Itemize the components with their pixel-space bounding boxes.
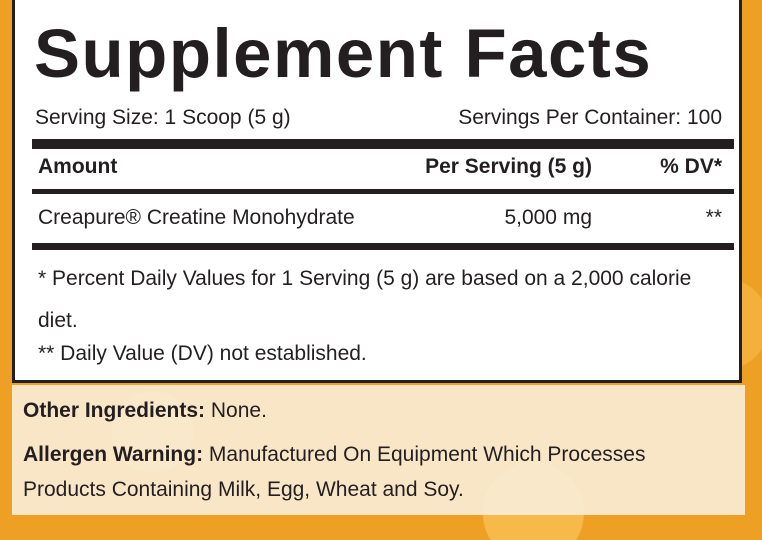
ingredients-panel: Other Ingredients: None. Allergen Warnin…	[12, 385, 745, 515]
allergen-label: Allergen Warning:	[23, 443, 204, 466]
allergen-text: Manufactured On Equipment Which Processe…	[23, 443, 646, 501]
header-amount: Amount	[38, 155, 118, 178]
divider	[32, 243, 734, 250]
header-dv: % DV*	[660, 155, 722, 178]
footnote: * Percent Daily Values for 1 Serving (5 …	[38, 267, 692, 332]
other-ingredients-text: None.	[210, 399, 267, 422]
allergen-warning: Allergen Warning: Manufactured On Equipm…	[23, 437, 713, 507]
facts-panel: Supplement Facts Serving Size: 1 Scoop (…	[12, 0, 742, 383]
ingredient-dv: **	[705, 206, 722, 229]
servings-per-container: Servings Per Container: 100	[458, 106, 722, 129]
title: Supplement Facts	[34, 15, 653, 92]
divider	[32, 139, 734, 149]
other-ingredients: Other Ingredients: None.	[23, 399, 267, 423]
footnote: ** Daily Value (DV) not established.	[38, 342, 367, 365]
serving-size: Serving Size: 1 Scoop (5 g)	[35, 106, 291, 129]
ingredient-name: Creapure® Creatine Monohydrate	[38, 206, 355, 229]
divider	[32, 189, 734, 194]
ingredient-amount: 5,000 mg	[504, 206, 592, 229]
other-ingredients-label: Other Ingredients:	[23, 399, 206, 422]
header-per-serving: Per Serving (5 g)	[425, 155, 592, 178]
